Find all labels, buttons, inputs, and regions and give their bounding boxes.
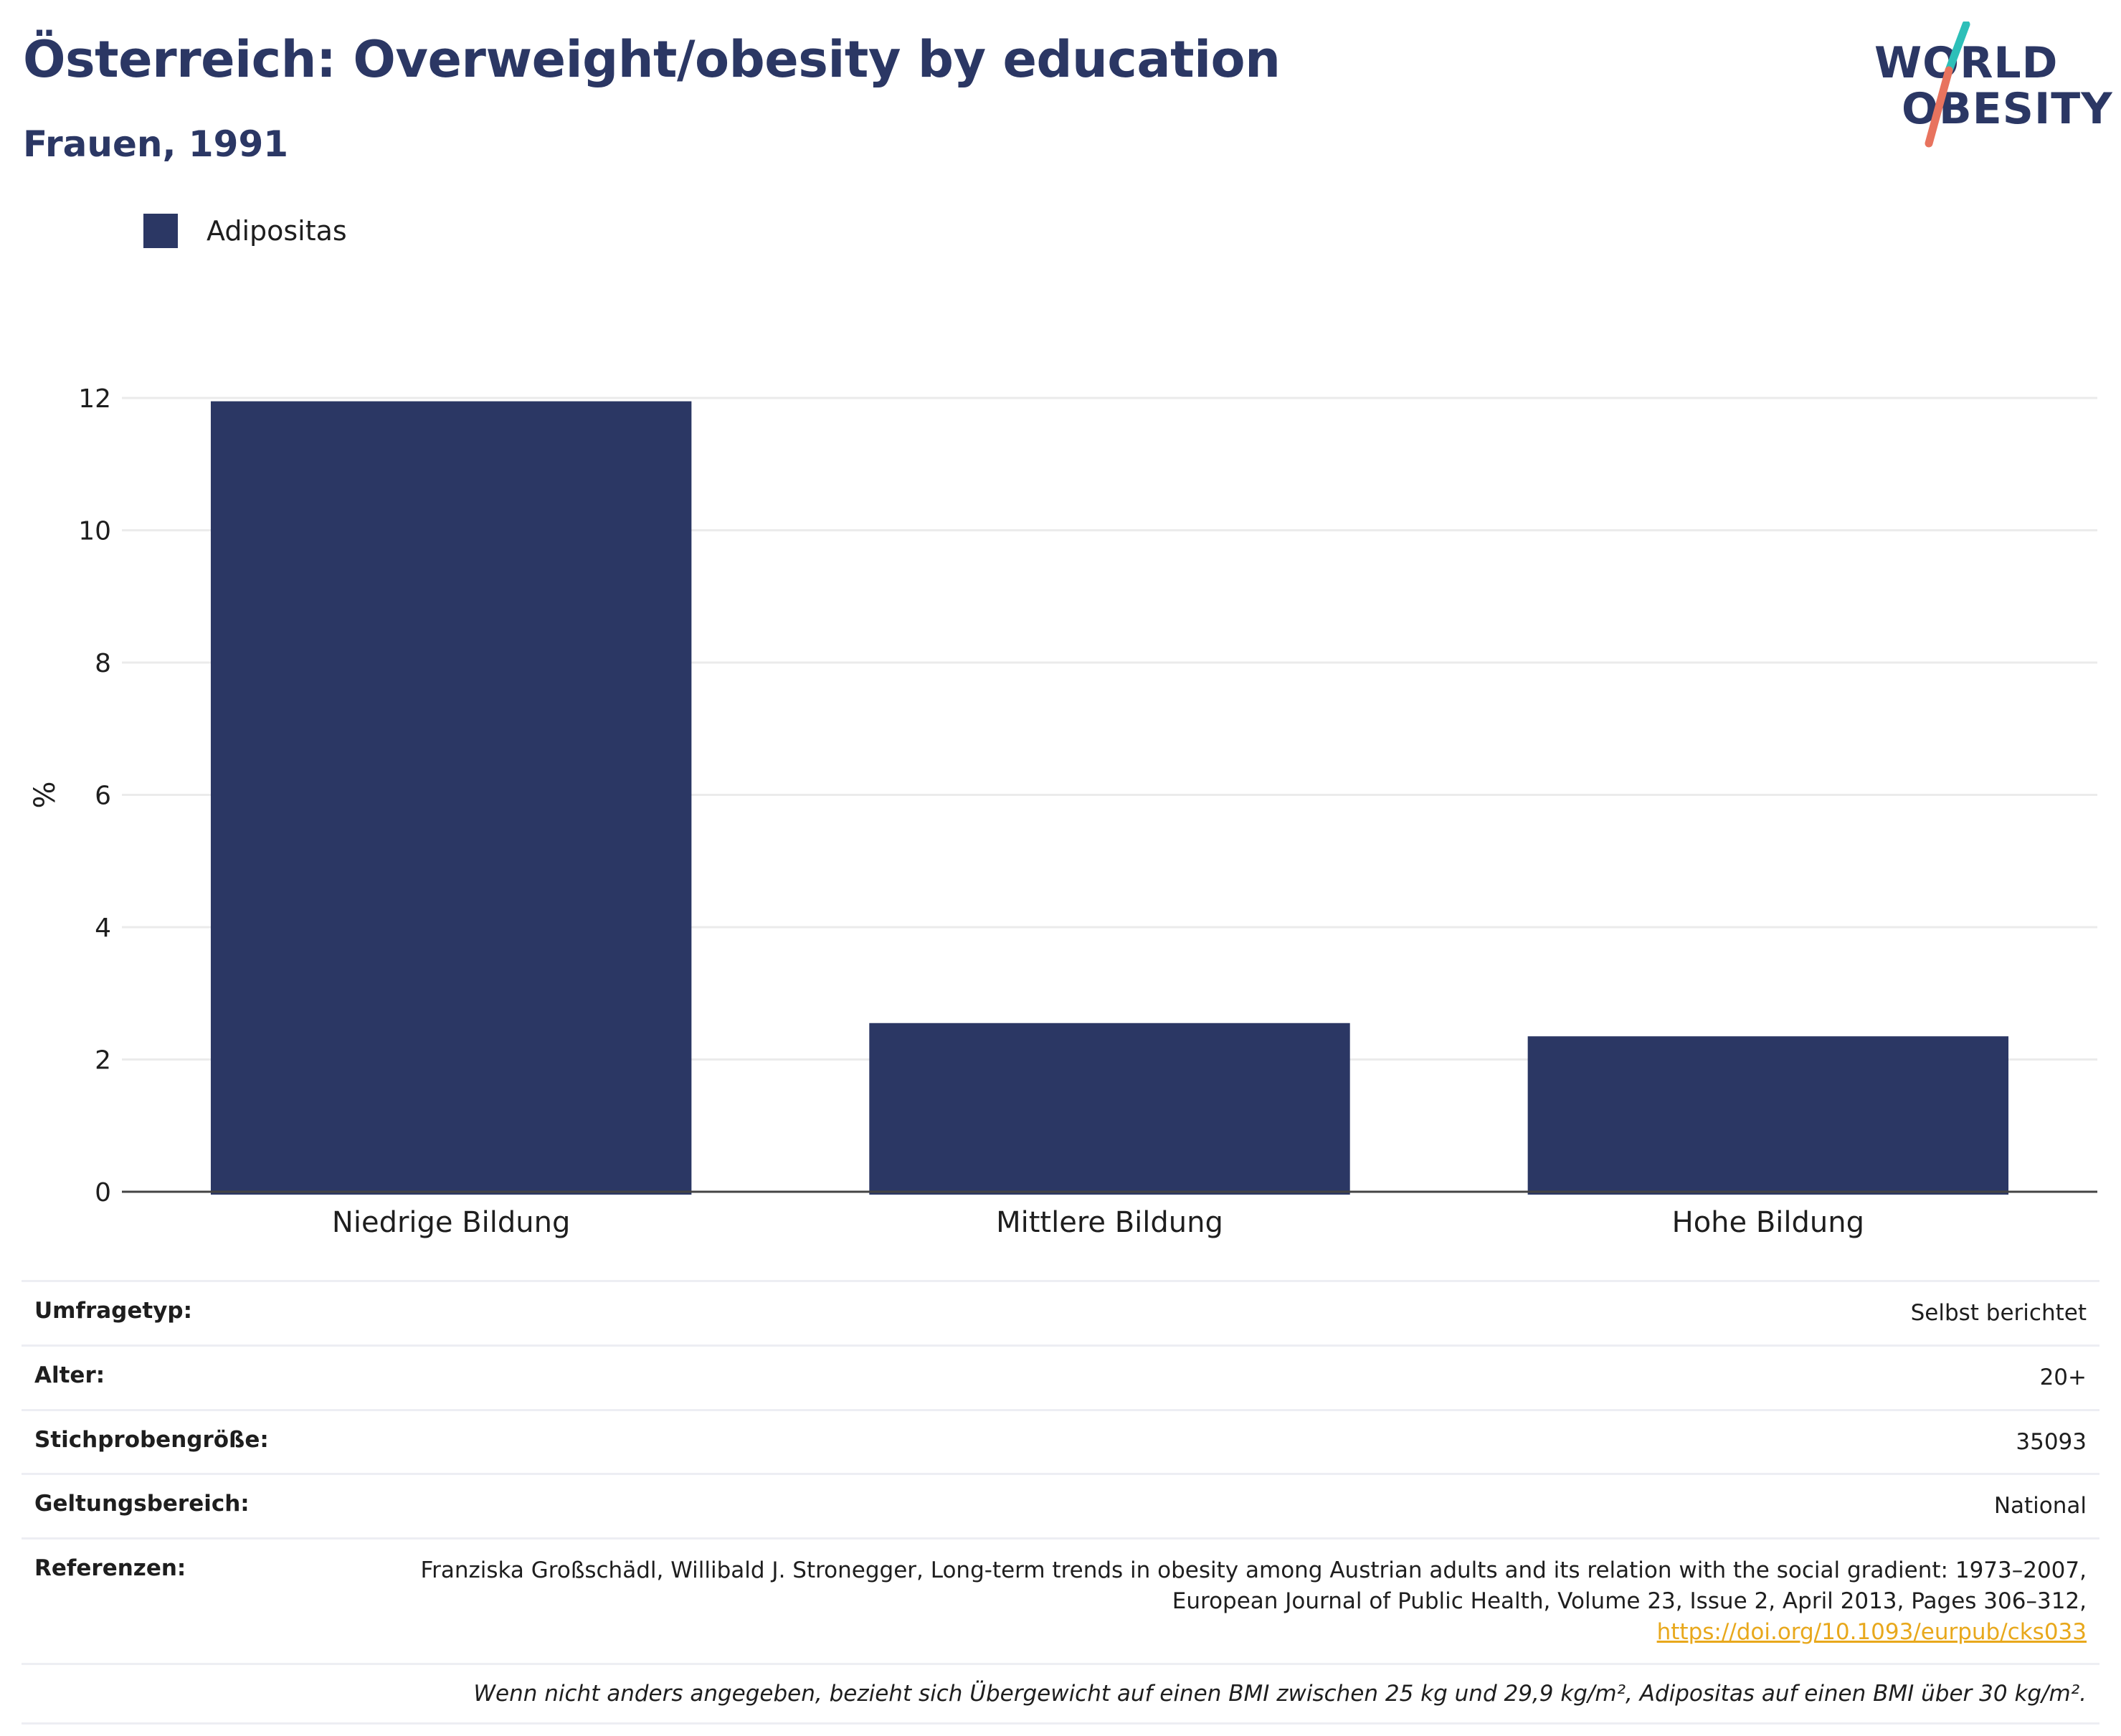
row-key-references: Referenzen: [22, 1537, 348, 1664]
reference-link[interactable]: https://doi.org/10.1093/eurpub/cks033 [1656, 1618, 2087, 1645]
logo-slash-icon [1925, 22, 1970, 148]
y-tick-label: 8 [95, 649, 111, 678]
axis-labels: 0 2 4 6 8 10 12 Niedrige Bildung Mittlere Bildun… [29, 384, 1864, 1239]
table-row: Stichprobengröße: 35093 [22, 1408, 2099, 1474]
bars [210, 401, 2009, 1195]
table-row: Alter: 20+ [22, 1344, 2099, 1410]
chart-legend: Adipositas [143, 214, 347, 248]
row-key-sample-size: Stichprobengröße: [22, 1408, 348, 1474]
world-obesity-logo: WORLD OBESITY [1864, 22, 2112, 151]
y-tick-label: 6 [95, 782, 111, 811]
table-row: Wenn nicht anders angegeben, bezieht sic… [22, 1663, 2099, 1725]
logo-line-1: WORLD [1874, 38, 2059, 88]
definition-note: Wenn nicht anders angegeben, bezieht sic… [22, 1663, 2099, 1725]
table-row: Referenzen: Franziska Großschädl, Willib… [22, 1537, 2099, 1664]
y-tick-label: 4 [95, 914, 111, 943]
y-tick-label: 10 [78, 517, 111, 546]
row-value-references: Franziska Großschädl, Willibald J. Stron… [348, 1537, 2099, 1664]
y-tick-label: 12 [78, 384, 111, 414]
chart-subtitle: Frauen, 1991 [23, 123, 289, 165]
reference-text: Franziska Großschädl, Willibald J. Stron… [420, 1557, 2087, 1614]
bar [1527, 1036, 2009, 1195]
x-tick-label: Hohe Bildung [1672, 1206, 1864, 1239]
row-value-survey-type: Selbst berichtet [348, 1280, 2099, 1346]
bar [210, 401, 692, 1195]
x-tick-label: Mittlere Bildung [996, 1206, 1223, 1239]
legend-label-adipositas: Adipositas [207, 215, 347, 247]
row-value-scope: National [348, 1473, 2099, 1539]
chart-title: Österreich: Overweight/obesity by educat… [23, 30, 1281, 89]
row-value-age: 20+ [348, 1344, 2099, 1410]
metadata-table: Umfragetyp: Selbst berichtet Alter: 20+ … [22, 1280, 2099, 1725]
row-key-survey-type: Umfragetyp: [22, 1280, 348, 1346]
row-value-sample-size: 35093 [348, 1408, 2099, 1474]
legend-swatch-adipositas [143, 214, 178, 248]
x-tick-label: Niedrige Bildung [332, 1206, 570, 1239]
table-row: Geltungsbereich: National [22, 1473, 2099, 1539]
row-key-age: Alter: [22, 1344, 348, 1410]
row-key-scope: Geltungsbereich: [22, 1473, 348, 1539]
bar [869, 1023, 1350, 1195]
table-row: Umfragetyp: Selbst berichtet [22, 1280, 2099, 1346]
y-tick-label: 0 [95, 1178, 111, 1208]
y-axis-label: % [29, 781, 62, 808]
bar-chart: 0 2 4 6 8 10 12 Niedrige Bildung Mittlere Bildun… [29, 384, 2097, 1239]
y-tick-label: 2 [95, 1046, 111, 1076]
